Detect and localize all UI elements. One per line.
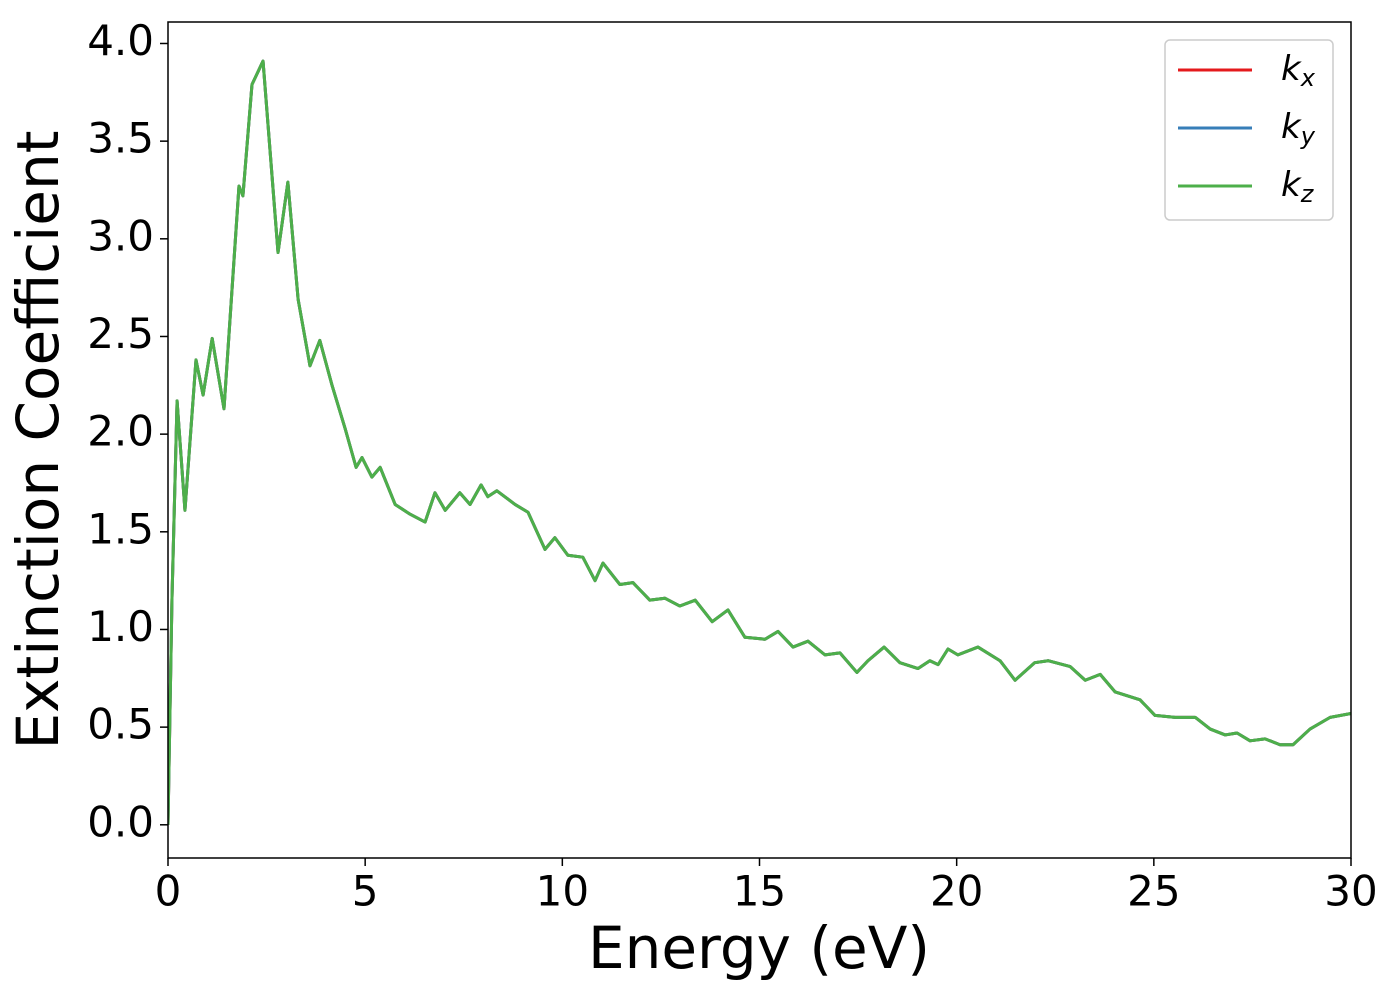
- x-tick-label: 10: [536, 867, 589, 916]
- y-axis-title: Extinction Coefficient: [4, 131, 72, 750]
- y-tick-label: 1.5: [87, 504, 154, 553]
- y-tick-label: 1.0: [87, 602, 154, 651]
- x-tick-label: 30: [1324, 867, 1377, 916]
- series-line: [168, 59, 1351, 825]
- x-axis-title: Energy (eV): [588, 914, 930, 982]
- y-tick-label: 3.5: [87, 114, 154, 163]
- x-tick-label: 20: [930, 867, 983, 916]
- y-tick-label: 2.5: [87, 309, 154, 358]
- plot-frame: [167, 21, 1352, 859]
- legend-box: [1164, 39, 1334, 221]
- y-tick-label: 0.0: [87, 797, 154, 846]
- legend-label: ky: [1281, 107, 1316, 151]
- x-tick-label: 15: [733, 867, 786, 916]
- x-tick-label: 0: [155, 867, 182, 916]
- y-tick-label: 3.0: [87, 211, 154, 260]
- y-tick-label: 4.0: [87, 16, 154, 65]
- y-tick-label: 2.0: [87, 407, 154, 456]
- legend-label: kz: [1281, 165, 1315, 209]
- legend-label: kx: [1281, 49, 1316, 93]
- y-tick-label: 0.5: [87, 700, 154, 749]
- x-tick-label: 25: [1127, 867, 1180, 916]
- x-tick-label: 5: [352, 867, 379, 916]
